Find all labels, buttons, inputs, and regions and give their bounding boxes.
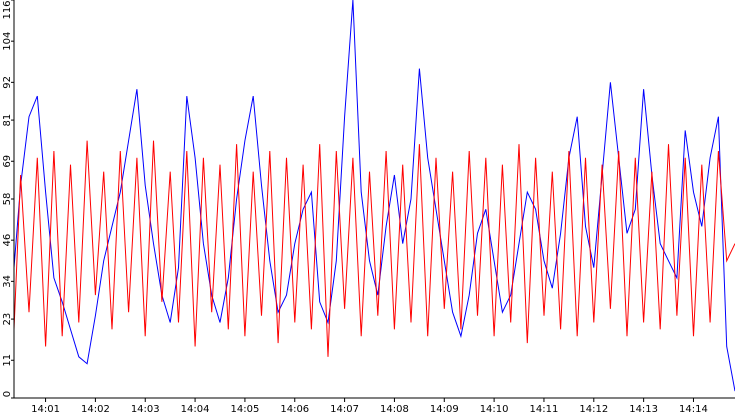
y-tick-label: 92 bbox=[2, 76, 13, 89]
series-line-2 bbox=[13, 140, 735, 357]
x-tick-label: 14:02 bbox=[81, 404, 110, 415]
x-tick-label: 14:09 bbox=[430, 404, 459, 415]
x-tick-label: 14:01 bbox=[31, 404, 60, 415]
x-tick-label: 14:13 bbox=[629, 404, 658, 415]
y-tick-label: 11 bbox=[2, 354, 13, 367]
y-tick-label: 69 bbox=[2, 155, 13, 168]
y-tick-label: 0 bbox=[2, 391, 13, 397]
y-tick-label: 104 bbox=[2, 32, 13, 51]
y-tick-label: 58 bbox=[2, 193, 13, 206]
series-layer bbox=[13, 0, 735, 392]
y-tick-label: 46 bbox=[2, 234, 13, 247]
x-tick-label: 14:14 bbox=[679, 404, 708, 415]
y-tick-label: 23 bbox=[2, 313, 13, 326]
series-line-1 bbox=[13, 0, 735, 392]
y-tick-label: 81 bbox=[2, 114, 13, 127]
x-tick-label: 14:07 bbox=[330, 404, 359, 415]
x-tick-label: 14:10 bbox=[480, 404, 509, 415]
x-tick-label: 14:11 bbox=[530, 404, 559, 415]
y-tick-label: 34 bbox=[2, 275, 13, 288]
y-tick-label: 116 bbox=[2, 0, 13, 19]
x-tick-label: 14:03 bbox=[131, 404, 160, 415]
x-tick-label: 14:12 bbox=[579, 404, 608, 415]
x-tick-label: 14:05 bbox=[231, 404, 260, 415]
x-tick-label: 14:04 bbox=[181, 404, 210, 415]
x-tick-label: 14:08 bbox=[380, 404, 409, 415]
x-tick-label: 14:06 bbox=[280, 404, 309, 415]
